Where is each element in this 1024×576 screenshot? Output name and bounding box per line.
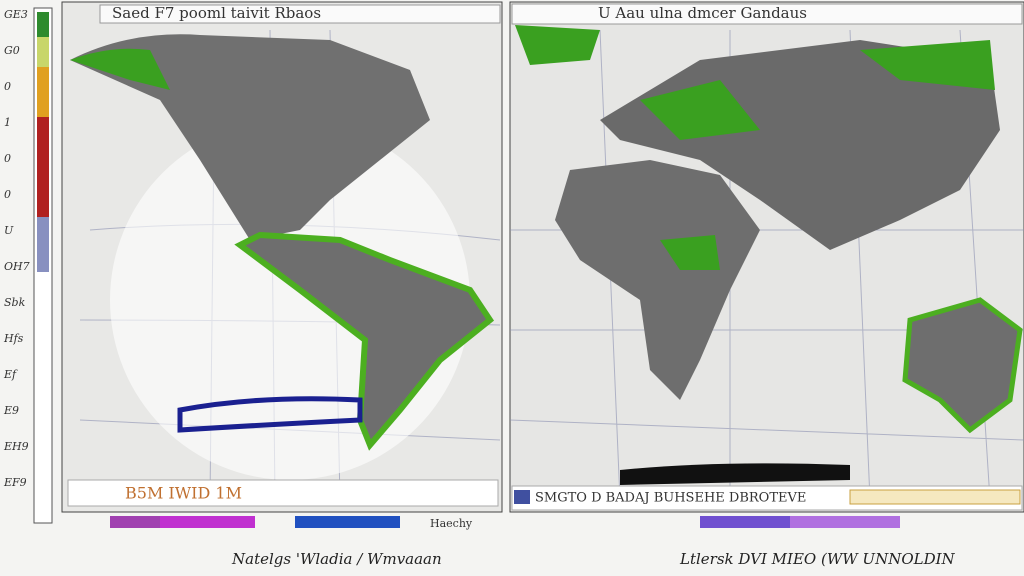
panel-title: U Aau ulna dmcer Gandaus	[598, 4, 807, 22]
caption: Natelgs 'Wladia / Wmvaaan	[231, 550, 442, 568]
scale-label: EF9	[3, 476, 27, 489]
scale-label: G0	[4, 44, 20, 57]
caption: Ltlersk DVI MIEO (WW UNNOLDIN	[679, 550, 956, 568]
scale-label: 0	[4, 188, 11, 201]
legend-note: Haechy	[430, 517, 473, 530]
scale-label: Hfs	[3, 332, 24, 345]
bottom-legend: Haechy Natelgs 'Wladia / Wmvaaan Ltlersk…	[110, 516, 956, 568]
scale-label: E9	[3, 404, 19, 417]
scale-label: Ef	[3, 368, 18, 381]
scale-label: Sbk	[4, 296, 26, 309]
scale-label: U	[4, 224, 14, 237]
scale-label: 0	[4, 152, 11, 165]
scale-label: 0	[4, 80, 11, 93]
scale-bar	[33, 7, 53, 524]
scale-label: GE3	[4, 8, 28, 21]
scale-label: 1	[4, 116, 11, 129]
panel-footer: B5M IWID 1M	[125, 484, 242, 503]
right-map-panel: U Aau ulna dmcer Gandaus SMGTO D BADAJ B…	[509, 1, 1024, 513]
scale-label: EH9	[3, 440, 29, 453]
panel-title: Saed F7 pooml taivit Rbaos	[112, 4, 321, 22]
scale-label: OH7	[4, 260, 30, 273]
panel-footer: SMGTO D BADAJ BUHSEHE DBROTEVE	[535, 491, 806, 506]
left-map-panel: Saed F7 pooml taivit Rbaos B5M IWID 1M	[61, 1, 503, 513]
scale-labels: GE3 G0 0 1 0 0 U OH7 Sbk Hfs Ef E9 EH9 EF9	[3, 8, 30, 489]
